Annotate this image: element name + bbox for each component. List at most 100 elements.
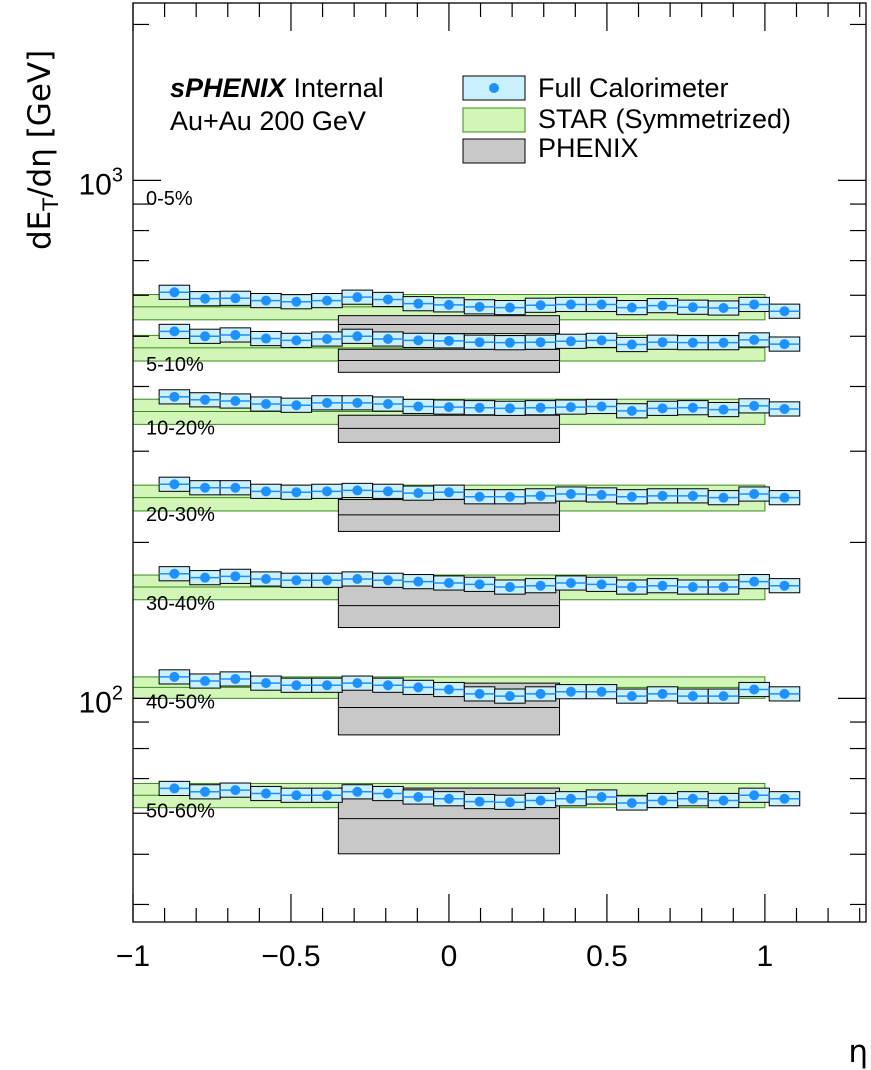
data-point-20-30% [230, 482, 241, 493]
data-point-30-40% [352, 573, 363, 584]
data-point-30-40% [169, 568, 180, 579]
data-point-50-60% [352, 786, 363, 797]
data-point-0-5% [352, 292, 363, 303]
legend-label-phenix: PHENIX [538, 133, 639, 163]
data-point-30-40% [200, 572, 211, 583]
series-0-5%: 0-5% [132, 188, 801, 335]
data-point-50-60% [321, 790, 332, 801]
data-point-30-40% [565, 577, 576, 588]
data-point-0-5% [291, 296, 302, 307]
data-point-30-40% [779, 580, 790, 591]
annotation: sPHENIX Internal Au+Au 200 GeV [170, 73, 384, 136]
data-point-50-60% [535, 795, 546, 806]
data-point-50-60% [382, 788, 393, 799]
data-point-20-30% [291, 487, 302, 498]
data-point-20-30% [565, 489, 576, 500]
centrality-label-40-50%: 40-50% [146, 691, 215, 713]
x-tick-label: 1 [757, 940, 774, 973]
data-point-20-30% [504, 491, 515, 502]
data-point-30-40% [382, 575, 393, 586]
data-point-10-20% [321, 397, 332, 408]
data-point-10-20% [687, 402, 698, 413]
plot-frame [132, 2, 867, 923]
data-point-10-20% [749, 400, 760, 411]
legend-swatch-star [462, 107, 526, 133]
data-point-40-50% [413, 682, 424, 693]
data-point-10-20% [535, 402, 546, 413]
data-point-5-10% [474, 337, 485, 348]
data-point-5-10% [261, 333, 272, 344]
data-point-40-50% [230, 673, 241, 684]
data-point-40-50% [749, 684, 760, 695]
data-point-40-50% [291, 680, 302, 691]
data-point-40-50% [504, 691, 515, 702]
data-point-10-20% [413, 401, 424, 412]
data-point-30-40% [718, 582, 729, 593]
data-point-20-30% [169, 479, 180, 490]
data-point-30-40% [230, 571, 241, 582]
data-point-40-50% [565, 686, 576, 697]
data-point-10-20% [230, 396, 241, 407]
data-point-10-20% [352, 397, 363, 408]
legend: Full Calorimeter STAR (Symmetrized) PHEN… [462, 73, 791, 164]
data-point-50-60% [261, 788, 272, 799]
phenix-band-20-30% [337, 499, 561, 532]
data-point-0-5% [321, 295, 332, 306]
data-point-0-5% [474, 301, 485, 312]
data-point-20-30% [413, 488, 424, 499]
centrality-label-50-60%: 50-60% [146, 801, 215, 823]
series-30-40%: 30-40% [132, 566, 801, 629]
data-point-30-40% [687, 582, 698, 593]
data-point-5-10% [200, 331, 211, 342]
data-point-5-10% [779, 339, 790, 350]
data-point-40-50% [382, 680, 393, 691]
data-point-10-20% [291, 400, 302, 411]
centrality-label-10-20%: 10-20% [146, 417, 215, 439]
axis-ticks: −1 −0.5 0 0.5 1 102 103 [79, 3, 866, 973]
data-point-5-10% [352, 331, 363, 342]
data-point-40-50% [779, 688, 790, 699]
data-point-5-10% [596, 335, 607, 346]
collision-system-label: Au+Au 200 GeV [170, 106, 366, 136]
data-point-5-10% [169, 326, 180, 337]
data-point-30-40% [626, 582, 637, 593]
centrality-label-5-10%: 5-10% [146, 354, 204, 376]
data-point-40-50% [687, 691, 698, 702]
centrality-label-20-30%: 20-30% [146, 504, 215, 526]
legend-marker-full-calorimeter [489, 83, 499, 93]
data-point-0-5% [565, 299, 576, 310]
data-point-10-20% [169, 391, 180, 402]
data-point-20-30% [657, 490, 668, 501]
experiment-label: sPHENIX Internal [170, 73, 384, 103]
data-point-40-50% [657, 688, 668, 699]
data-point-20-30% [382, 486, 393, 497]
data-point-5-10% [443, 335, 454, 346]
data-point-10-20% [261, 399, 272, 410]
data-point-30-40% [413, 576, 424, 587]
data-point-10-20% [443, 402, 454, 413]
y-axis-label: dET/dη [GeV] [22, 50, 63, 250]
data-point-10-20% [474, 402, 485, 413]
legend-label-full-calorimeter: Full Calorimeter [538, 73, 729, 103]
data-point-0-5% [504, 302, 515, 313]
data-point-50-60% [657, 795, 668, 806]
data-point-20-30% [261, 486, 272, 497]
data-point-50-60% [565, 793, 576, 804]
data-point-50-60% [626, 797, 637, 808]
data-point-50-60% [749, 790, 760, 801]
data-point-10-20% [596, 401, 607, 412]
data-point-20-30% [596, 489, 607, 500]
data-point-50-60% [291, 790, 302, 801]
data-point-30-40% [535, 580, 546, 591]
data-point-20-30% [474, 491, 485, 502]
data-point-20-30% [626, 491, 637, 502]
data-point-20-30% [535, 490, 546, 501]
data-point-40-50% [443, 684, 454, 695]
data-point-20-30% [779, 492, 790, 503]
series-50-60%: 50-60% [132, 780, 801, 855]
data-point-5-10% [657, 337, 668, 348]
data-point-40-50% [474, 688, 485, 699]
data-point-30-40% [321, 575, 332, 586]
legend-swatch-phenix [462, 138, 526, 164]
